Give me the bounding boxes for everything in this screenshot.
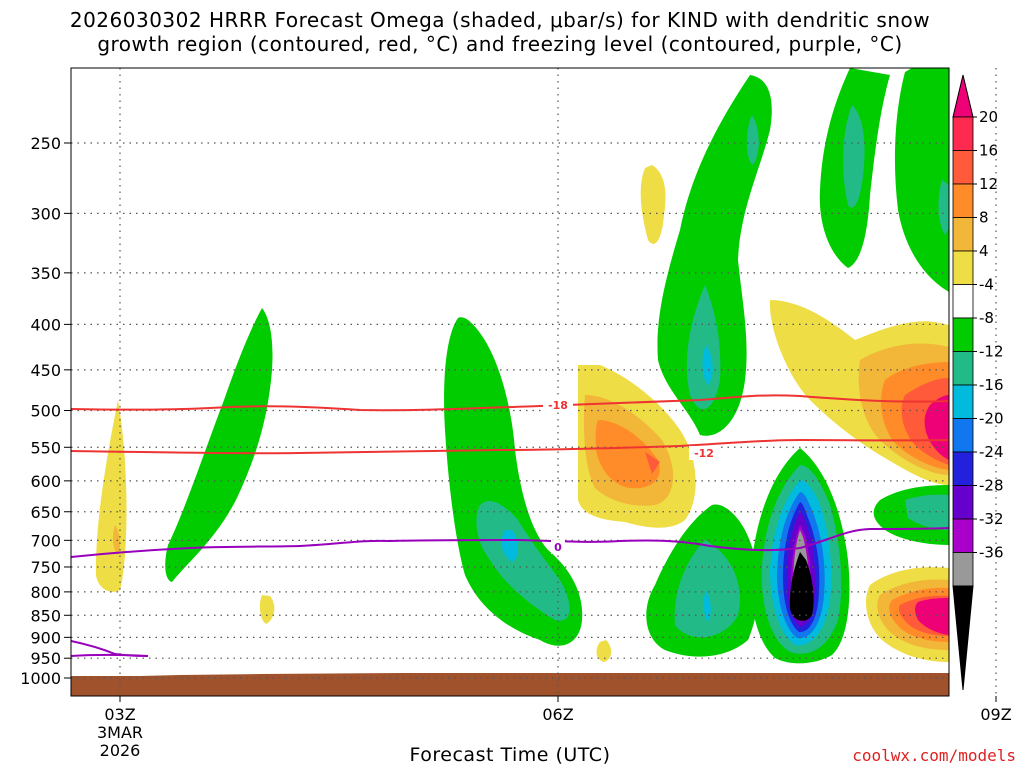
region-black-core [789, 552, 814, 621]
contour-labels: -18-18-12-1200 [543, 398, 719, 554]
contour-label: -12 [694, 447, 714, 460]
x-axis-label: Forecast Time (UTC) [409, 744, 611, 766]
colorbar-segment [952, 552, 974, 587]
colorbar-label: 20 [979, 108, 998, 126]
colorbar-label: 16 [979, 142, 998, 160]
colorbar-segment [952, 183, 974, 218]
x-tick-label: 06Z [542, 705, 573, 724]
x-tick-label: 09Z [980, 705, 1011, 724]
region-green-06z [165, 308, 273, 582]
contour-zero [71, 527, 949, 558]
colorbar-label: 8 [979, 209, 989, 227]
colorbar-segment [952, 284, 974, 319]
region-magenta-20z [924, 395, 949, 460]
colorbar: 20 16 12 8 4 -4 -8 -12 -16 -20 -24 -28 -32 -36 [952, 74, 1004, 691]
ground-shading [71, 673, 949, 696]
y-tick-label: 650 [30, 503, 61, 522]
colorbar-label: -28 [979, 477, 1004, 495]
chart-title-line2: growth region (contoured, red, °C) and f… [97, 32, 903, 56]
y-tick-label: 700 [30, 531, 61, 550]
y-tick-label: 350 [30, 264, 61, 283]
colorbar-segment [952, 451, 974, 486]
chart-title: 2026030302 HRRR Forecast Omega (shaded, … [0, 8, 1000, 56]
colorbar-segment [952, 150, 974, 185]
colorbar-segment [952, 317, 974, 352]
colorbar-segment [952, 518, 974, 553]
contour-label-bg [543, 398, 573, 412]
x-tick-label: 03Z [104, 705, 135, 724]
y-tick-label: 850 [30, 606, 61, 625]
colorbar-segment [952, 485, 974, 520]
colorbar-label: 12 [979, 175, 998, 193]
watermark: coolwx.com/models [852, 746, 1016, 765]
colorbar-label: -8 [979, 309, 994, 327]
colorbar-label: -20 [979, 410, 1004, 428]
contour-label-bg [689, 446, 719, 460]
colorbar-segment [952, 351, 974, 386]
contour-label: -18 [548, 399, 568, 412]
shaded-omega [71, 68, 949, 696]
plot-frame [70, 67, 950, 697]
colorbar-label: -12 [979, 343, 1004, 361]
y-tick-label: 500 [30, 402, 61, 421]
y-tick-label: 450 [30, 361, 61, 380]
contour-minus12 [71, 438, 949, 455]
grid [71, 68, 997, 696]
x-tick-sublabel: 2026 [100, 741, 141, 760]
colorbar-label: -4 [979, 276, 994, 294]
y-axis: 250 300 350 400 450 500 550 600 650 700 750 800 850 9… [20, 134, 71, 688]
y-tick-label: 400 [30, 315, 61, 334]
colorbar-label: 4 [979, 242, 989, 260]
x-axis: 03Z3MAR202606Z09Z12Z15Z18Z [97, 696, 1012, 760]
colorbar-label: -16 [979, 376, 1004, 394]
colorbar-label: -36 [979, 544, 1004, 562]
y-tick-label: 250 [30, 134, 61, 153]
chart-title-line1: 2026030302 HRRR Forecast Omega (shaded, … [69, 8, 931, 32]
contour-label: 0 [554, 541, 562, 554]
y-tick-label: 950 [30, 649, 61, 668]
colorbar-top-arrow [952, 74, 974, 118]
colorbar-label: -32 [979, 510, 1004, 528]
colorbar-segment [952, 217, 974, 252]
y-tick-label: 900 [30, 628, 61, 647]
contours [71, 394, 949, 657]
y-tick-label: 550 [30, 438, 61, 457]
contour-label-bg [551, 540, 565, 554]
colorbar-label: -24 [979, 443, 1004, 461]
contour-minus18 [71, 394, 949, 412]
y-tick-label: 600 [30, 472, 61, 491]
colorbar-segment [952, 250, 974, 285]
colorbar-segment [952, 418, 974, 453]
y-tick-label: 1000 [20, 669, 61, 688]
y-tick-label: 300 [30, 204, 61, 223]
x-tick-sublabel: 3MAR [97, 723, 143, 742]
y-tick-label: 750 [30, 558, 61, 577]
colorbar-segment [952, 384, 974, 419]
colorbar-bottom-arrow [952, 585, 974, 691]
colorbar-segment [952, 116, 974, 151]
y-tick-label: 800 [30, 583, 61, 602]
